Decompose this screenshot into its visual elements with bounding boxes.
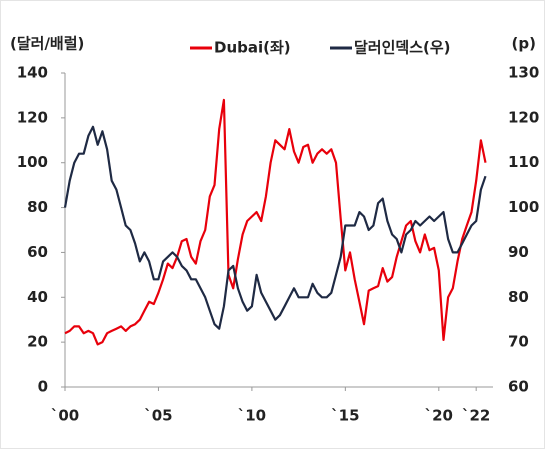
y-tick-label: 0	[38, 378, 48, 396]
x-tick-label: `22	[462, 407, 490, 425]
line-series	[64, 98, 487, 346]
x-tick-label: `05	[144, 407, 172, 425]
y2-tick-label: 130	[508, 64, 539, 82]
line-series	[63, 125, 487, 330]
y-tick-label: 80	[27, 198, 48, 216]
y2-tick-label: 90	[508, 243, 529, 261]
y-tick-label: 100	[17, 153, 48, 171]
x-tick-label: `20	[425, 407, 453, 425]
legend-label: Dubai(좌)	[214, 39, 291, 57]
y2-tick-label: 60	[508, 378, 529, 396]
y2-tick-label: 100	[508, 198, 539, 216]
y2-tick-label: 70	[508, 333, 529, 351]
y-axis-label: (달러/배럴)	[10, 35, 84, 53]
y-tick-label: 40	[27, 288, 48, 306]
legend-label: 달러인덱스(우)	[354, 39, 451, 57]
y2-tick-label: 110	[508, 153, 539, 171]
y-tick-label: 120	[17, 108, 48, 126]
y-tick-label: 140	[17, 64, 48, 82]
y-tick-label: 20	[27, 333, 48, 351]
x-tick-label: `00	[51, 407, 79, 425]
y2-tick-label: 120	[508, 108, 539, 126]
x-tick-label: `10	[238, 407, 266, 425]
x-tick-label: `15	[331, 407, 359, 425]
y2-tick-label: 80	[508, 288, 529, 306]
y-tick-label: 60	[27, 243, 48, 261]
y2-axis-label: (p)	[512, 35, 536, 53]
